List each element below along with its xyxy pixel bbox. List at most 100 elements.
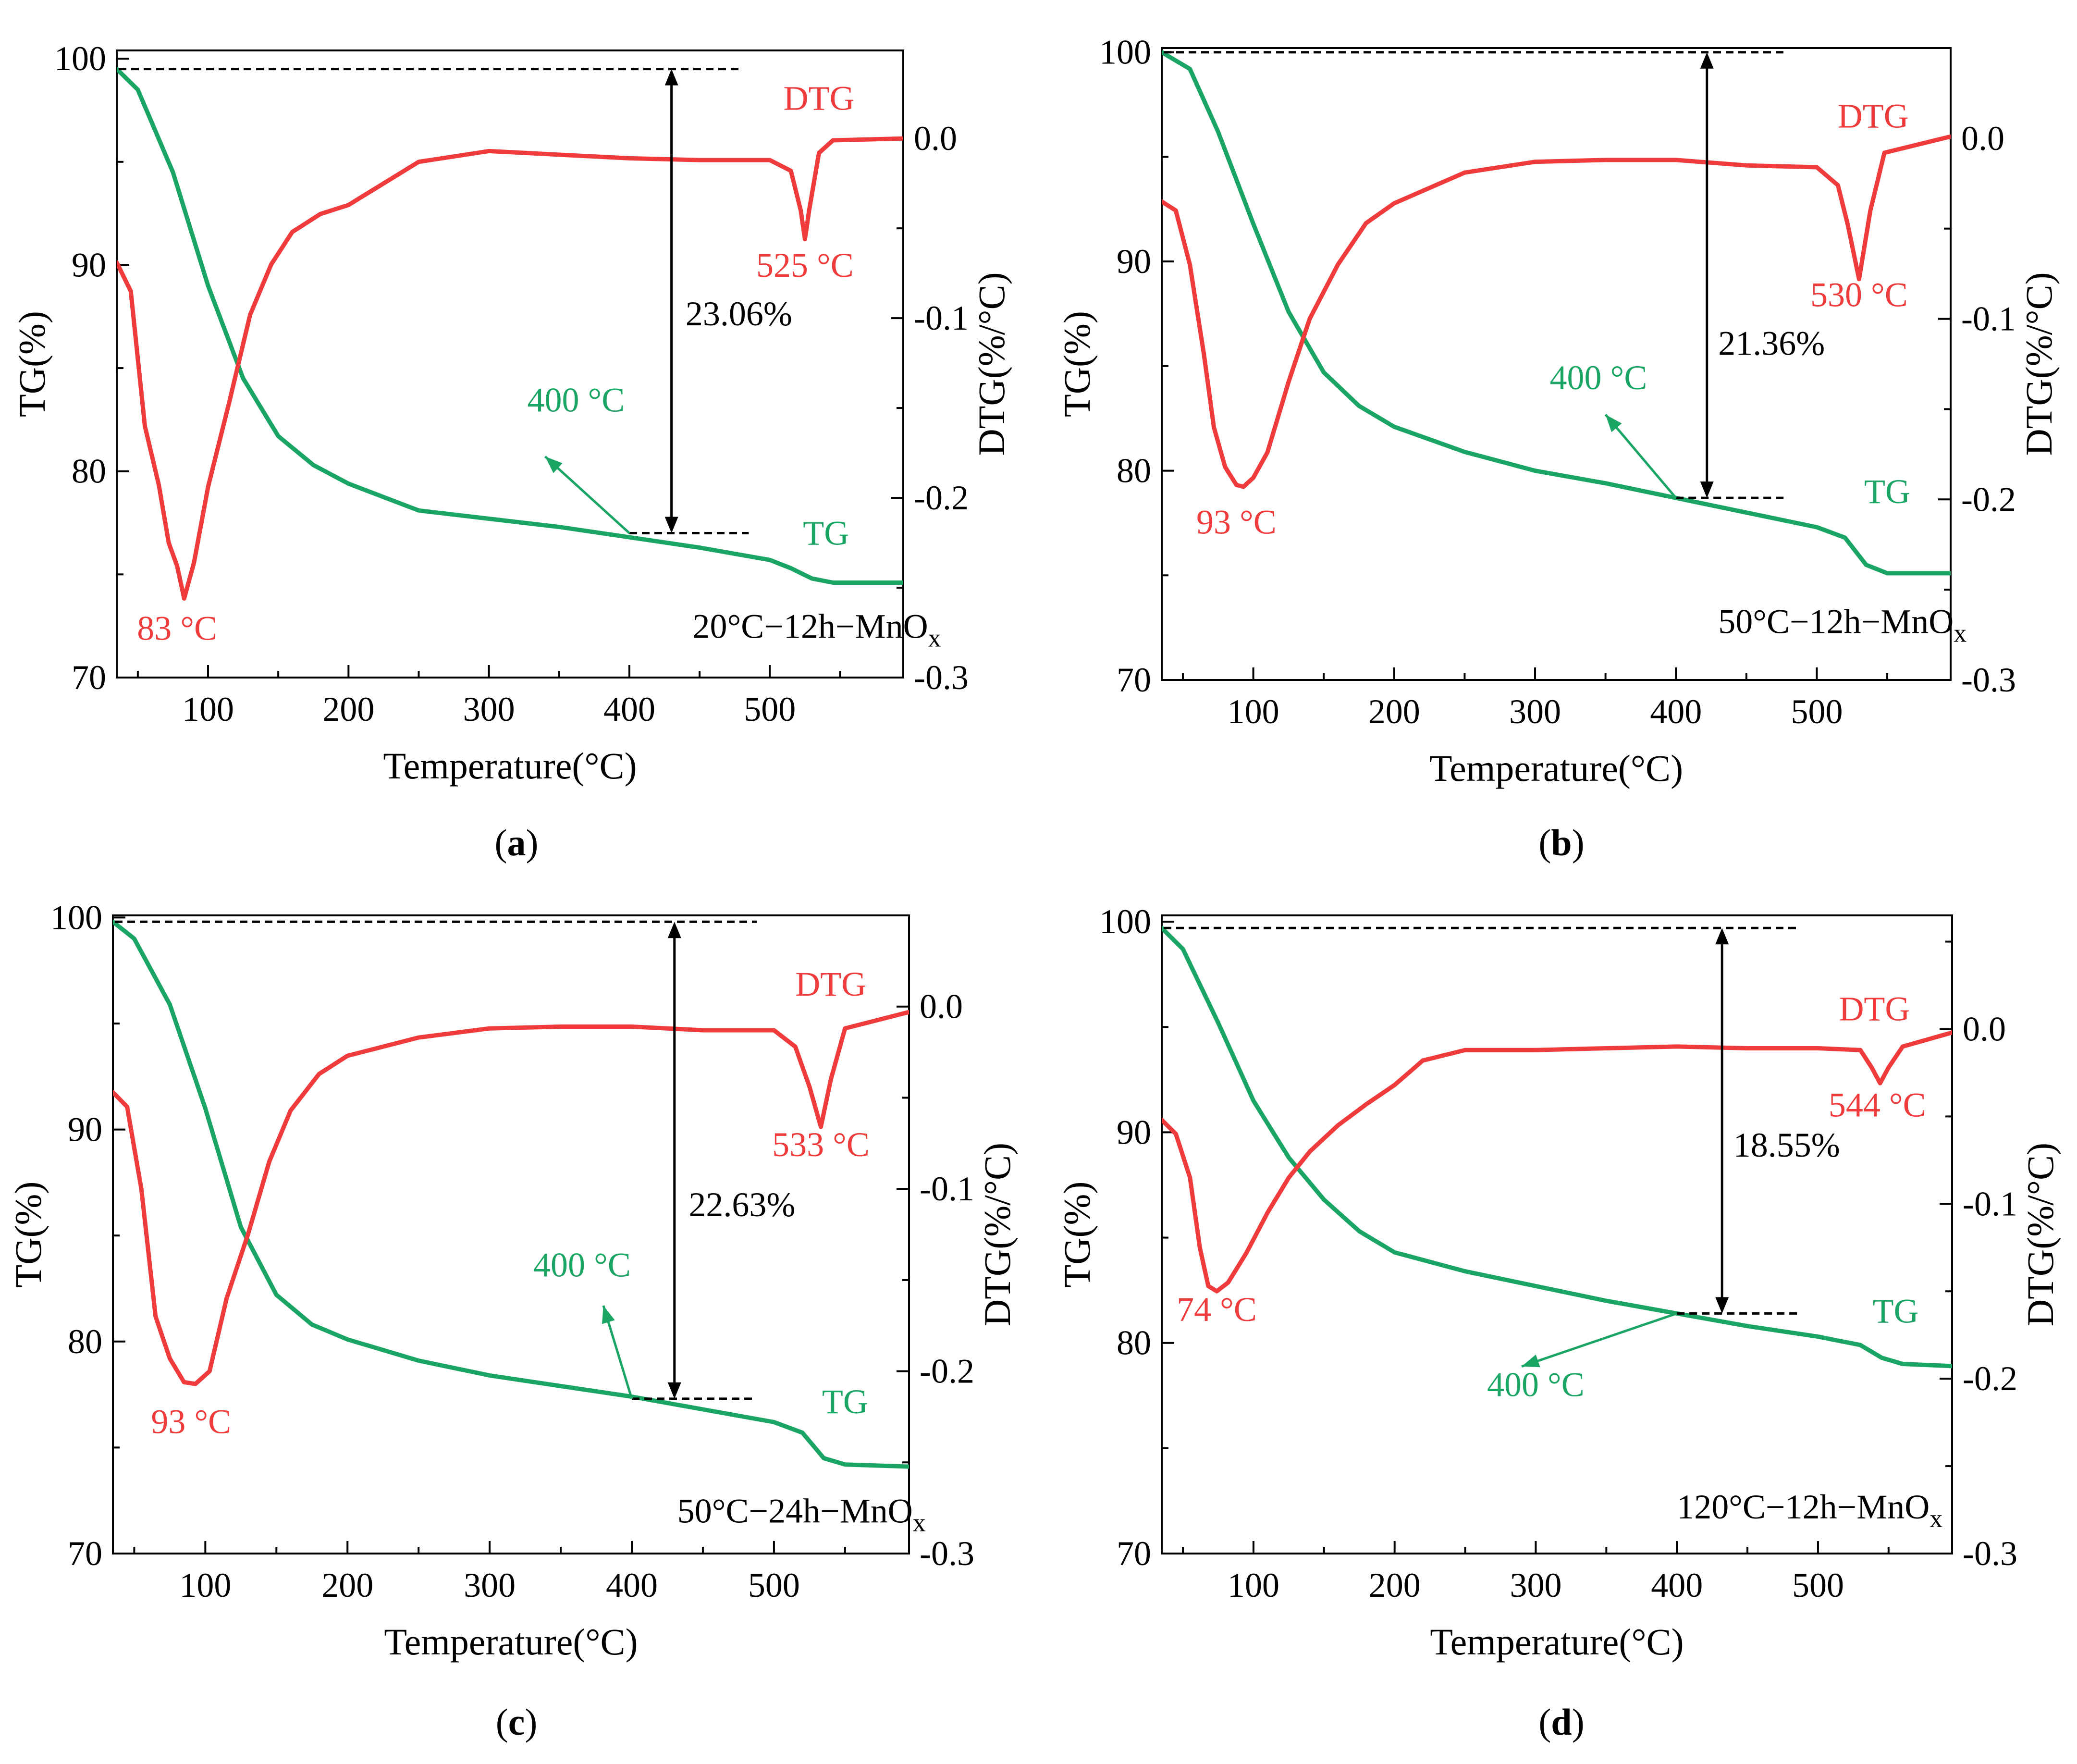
label-400: 400 °C — [1487, 1366, 1585, 1404]
plot-frame — [116, 49, 904, 678]
mass-loss-label: 22.63% — [688, 1185, 795, 1224]
y-left-tick-label: 90 — [72, 246, 106, 284]
y-left-tick-label: 70 — [72, 658, 106, 697]
x-tick-label: 500 — [744, 690, 796, 728]
panel-4: 100 200 300 400 500 70 80 90 100 -0.3 -0.2 -0.1 0.0 T… — [1056, 902, 2061, 1743]
y-right-tick-label: -0.2 — [920, 1352, 974, 1391]
dtg-series-label: DTG — [1838, 97, 1909, 135]
y-left-axis-title: TG(%) — [7, 1182, 49, 1288]
dtg-curve — [1162, 1030, 1952, 1294]
dtg-series-label: DTG — [1839, 989, 1910, 1028]
tg-series-label: TG — [1873, 1292, 1919, 1331]
y-right-tick-label: -0.2 — [914, 479, 969, 517]
y-left-axis-title: TG(%) — [1056, 311, 1098, 417]
y-left-tick-label: 70 — [1117, 1534, 1151, 1573]
pointer-400-line — [1604, 414, 1677, 499]
peak-label-low: 74 °C — [1177, 1290, 1257, 1329]
sample-label: 20°C−12h−MnOx — [693, 607, 941, 653]
y-left-tick-label: 90 — [1117, 242, 1151, 281]
x-tick-label: 300 — [464, 1566, 516, 1604]
x-tick-label: 400 — [1650, 692, 1702, 731]
x-tick-label: 100 — [1228, 692, 1279, 731]
y-right-axis-title: DTG(%/°C) — [2018, 272, 2060, 456]
x-tick-label: 400 — [606, 1566, 658, 1604]
plot-frame — [1161, 47, 1952, 681]
panel-caption: (b) — [1538, 822, 1584, 863]
y-left-tick-label: 100 — [54, 39, 106, 78]
arrow-head-down — [667, 1382, 681, 1399]
y-left-tick-label: 100 — [1099, 902, 1151, 941]
y-left-axis-title: TG(%) — [11, 311, 53, 417]
y-right-tick-label: -0.3 — [920, 1534, 974, 1573]
panel-2: 100 200 300 400 500 70 80 90 100 -0.3 -0.2 -0.1 0.0 T… — [1056, 33, 2060, 863]
x-axis-title: Temperature(°C) — [1429, 747, 1683, 789]
pointer-400-head — [1605, 414, 1622, 432]
sample-label: 50°C−24h−MnOx — [677, 1492, 926, 1537]
x-tick-label: 400 — [1651, 1566, 1703, 1604]
y-right-axis-title: DTG(%/°C) — [971, 272, 1012, 456]
x-tick-label: 500 — [1792, 1566, 1844, 1604]
arrow-head-up — [1700, 52, 1714, 69]
pointer-400-line — [544, 456, 630, 534]
tg-series-label: TG — [1864, 472, 1910, 511]
sample-label: 120°C−12h−MnOx — [1677, 1488, 1942, 1533]
tg-series-label: TG — [822, 1382, 868, 1421]
plot-frame — [112, 914, 910, 1554]
x-tick-label: 400 — [603, 690, 655, 728]
label-400: 400 °C — [527, 381, 625, 419]
dtg-series-label: DTG — [795, 965, 866, 1003]
y-right-tick-label: -0.1 — [1961, 300, 2016, 338]
y-left-tick-label: 70 — [1117, 661, 1151, 699]
y-right-tick-label: 0.0 — [1961, 119, 2004, 158]
y-right-tick-label: -0.3 — [1963, 1534, 2017, 1573]
y-right-tick-label: 0.0 — [1963, 1010, 2006, 1048]
y-right-tick-label: -0.2 — [1963, 1359, 2017, 1398]
arrow-head-up — [1715, 928, 1729, 945]
tg-curve — [113, 919, 909, 1469]
y-left-tick-label: 100 — [50, 898, 102, 937]
dtg-curve — [113, 1010, 909, 1386]
x-tick-label: 300 — [1510, 1566, 1561, 1604]
y-left-tick-label: 80 — [1117, 452, 1151, 490]
mass-loss-label: 21.36% — [1718, 324, 1825, 363]
y-left-tick-label: 80 — [68, 1322, 102, 1361]
panel-1: 100 200 300 400 500 70 80 90 100 -0.3 -0.2 -0.1 0.0 T… — [11, 39, 1012, 863]
x-tick-label: 200 — [322, 690, 374, 728]
pointer-400-head — [1522, 1354, 1540, 1368]
x-tick-label: 100 — [179, 1566, 231, 1604]
dtg-curve — [117, 136, 903, 601]
x-axis-title: Temperature(°C) — [383, 745, 637, 787]
y-left-tick-label: 80 — [72, 452, 106, 491]
x-tick-label: 200 — [1369, 1566, 1421, 1604]
peak-label-high: 530 °C — [1810, 275, 1908, 314]
panel-caption: (d) — [1538, 1701, 1584, 1743]
label-400: 400 °C — [533, 1246, 631, 1284]
tg-curve — [1162, 925, 1952, 1369]
peak-label-high: 533 °C — [772, 1125, 870, 1164]
plot-frame — [1161, 914, 1953, 1554]
pointer-400-head — [545, 456, 563, 473]
sample-label: 50°C−12h−MnOx — [1718, 602, 1966, 647]
x-tick-label: 200 — [1368, 692, 1420, 731]
arrow-head-up — [664, 69, 678, 86]
x-axis-title: Temperature(°C) — [1430, 1621, 1684, 1663]
tg-curve — [117, 67, 903, 585]
tg-curve — [1162, 50, 1951, 576]
peak-label-low: 93 °C — [1196, 503, 1277, 542]
y-left-tick-label: 90 — [68, 1110, 102, 1149]
y-right-tick-label: 0.0 — [914, 119, 957, 158]
peak-label-high: 544 °C — [1829, 1086, 1926, 1124]
tg-series-label: TG — [803, 514, 849, 552]
x-axis-title: Temperature(°C) — [384, 1621, 638, 1663]
y-left-axis-title: TG(%) — [1056, 1182, 1098, 1288]
y-right-tick-label: -0.3 — [914, 658, 969, 697]
y-right-tick-label: -0.1 — [1963, 1184, 2017, 1223]
panel-3: 100 200 300 400 500 70 80 90 100 -0.3 -0.2 -0.1 0.0 T… — [7, 898, 1018, 1743]
y-right-tick-label: -0.2 — [1961, 480, 2016, 518]
dtg-series-label: DTG — [784, 79, 855, 117]
pointer-400-head — [602, 1305, 615, 1324]
x-tick-label: 300 — [1509, 692, 1561, 731]
dtg-curve — [1162, 134, 1951, 489]
y-right-tick-label: -0.3 — [1961, 661, 2016, 699]
